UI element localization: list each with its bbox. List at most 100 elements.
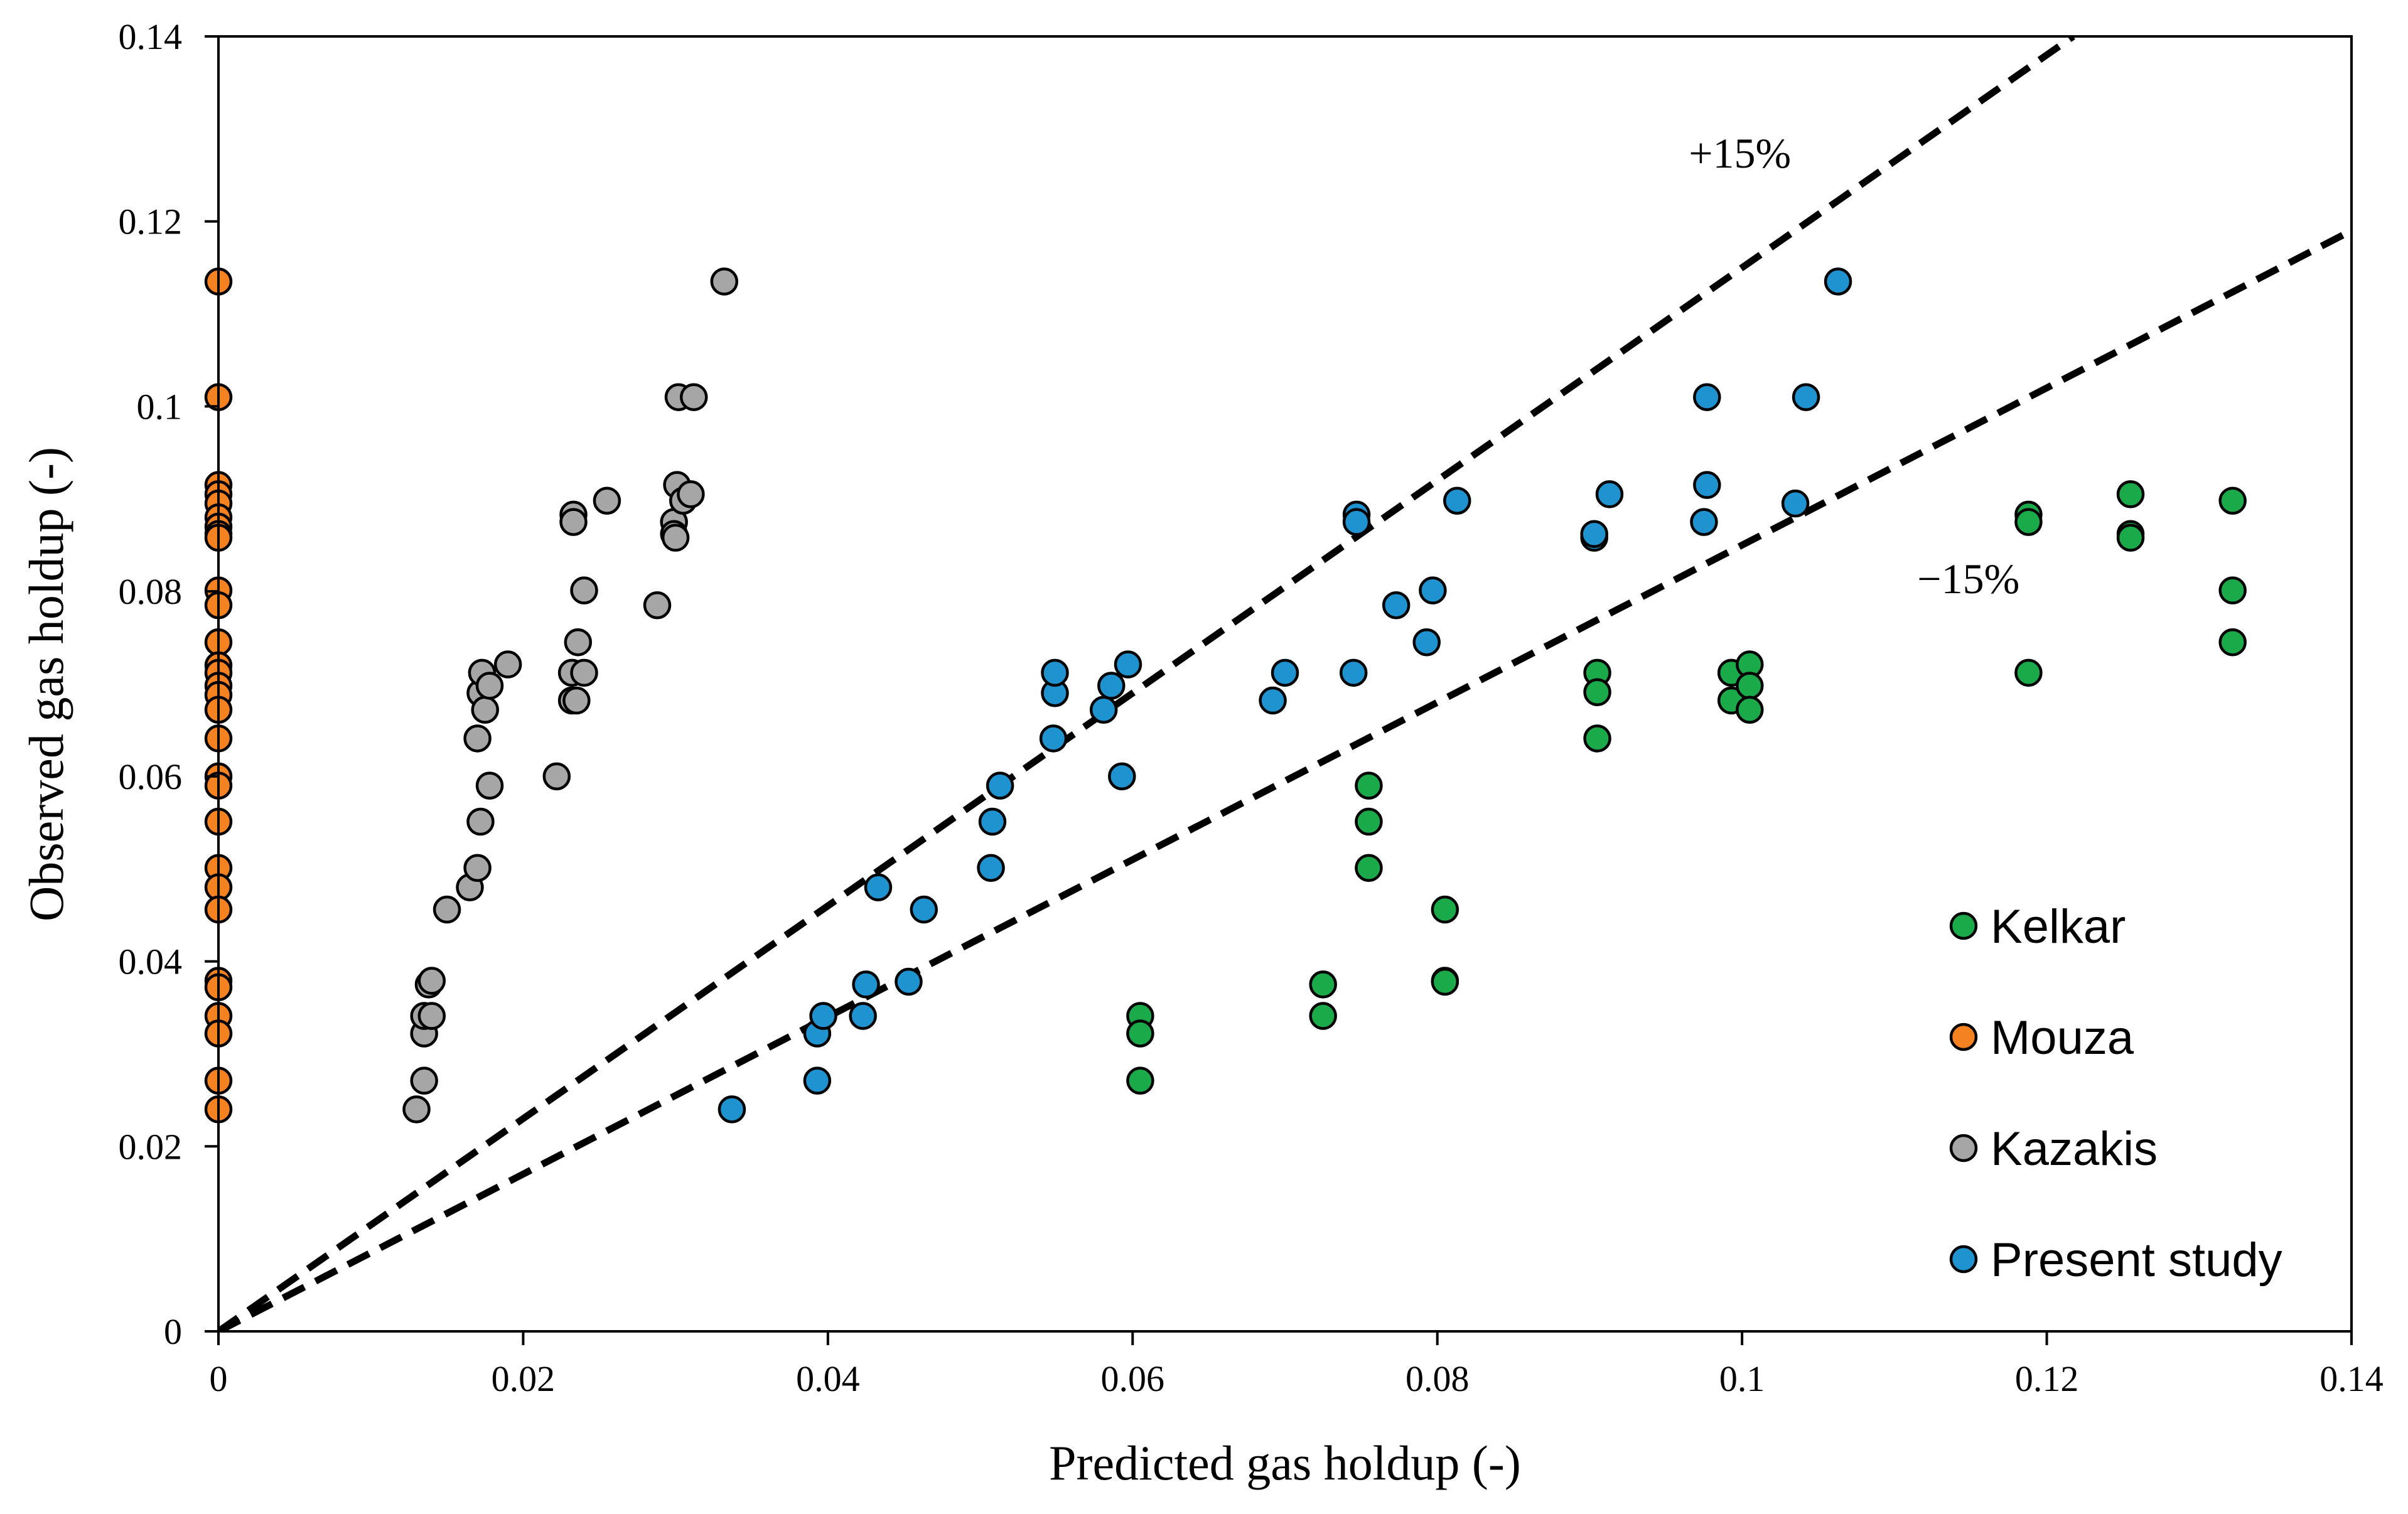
- plot-area-frame: [217, 35, 2353, 1333]
- legend-marker-kelkar: [1949, 911, 1978, 940]
- y-tick-label: 0.06: [119, 756, 183, 797]
- present-study-point: [1443, 486, 1471, 515]
- present-study-point: [1419, 576, 1447, 604]
- present-study-point: [910, 895, 938, 924]
- legend-label-kazakis: Kazakis: [1991, 1122, 2158, 1176]
- y-tick-label: 0.02: [119, 1126, 183, 1167]
- present-study-point: [1339, 658, 1368, 687]
- y-tick-label: 0.08: [119, 571, 183, 612]
- present-study-point: [1089, 695, 1118, 724]
- kazakis-point: [463, 724, 492, 753]
- kazakis-point: [463, 854, 492, 882]
- x-tick-label: 0.1: [1719, 1358, 1765, 1399]
- present-study-point: [1114, 650, 1142, 679]
- present-study-point: [978, 807, 1007, 836]
- legend-label-kelkar: Kelkar: [1991, 900, 2126, 953]
- present-study-point: [1690, 508, 1718, 536]
- present-study-point: [986, 771, 1014, 800]
- kelkar-point: [1126, 1066, 1154, 1095]
- x-tick-label: 0.02: [492, 1358, 556, 1399]
- kazakis-point: [680, 383, 708, 411]
- kelkar-point: [1309, 1002, 1337, 1030]
- y-tick-label: 0: [164, 1311, 182, 1352]
- kelkar-point: [1583, 724, 1611, 753]
- present-study-point: [977, 854, 1005, 882]
- legend-label-present-study: Present study: [1991, 1233, 2282, 1287]
- present-study-point: [1382, 591, 1411, 620]
- present-study-point: [1824, 267, 1852, 296]
- kazakis-point: [402, 1095, 431, 1124]
- x-tick-label: 0.14: [2319, 1358, 2384, 1399]
- x-axis-title: Predicted gas holdup (-): [1049, 1436, 1521, 1490]
- line-annotations: +15% −15%: [1689, 129, 2019, 603]
- x-tick-label: 0: [210, 1358, 228, 1399]
- y-tick-label: 0.1: [137, 386, 183, 427]
- present-study-point: [1781, 489, 1810, 518]
- x-tick-label: 0.08: [1406, 1358, 1470, 1399]
- present-study-point: [803, 1066, 832, 1095]
- present-study-point: [1693, 383, 1721, 411]
- kazakis-point: [643, 591, 672, 620]
- present-study-point: [849, 1002, 877, 1030]
- kelkar-point: [1736, 695, 1764, 724]
- present-study-point: [1595, 480, 1624, 508]
- present-study-point: [1693, 471, 1721, 499]
- legend-marker-present-study: [1949, 1245, 1978, 1274]
- kelkar-point: [2218, 628, 2247, 657]
- reference-lines: [218, 36, 2352, 1331]
- kelkar-point: [1431, 895, 1459, 924]
- present-study-point: [1580, 520, 1608, 549]
- kelkar-point: [2218, 576, 2247, 604]
- kelkar-point: [1355, 854, 1383, 882]
- y-axis-title: Observed gas holdup (-): [19, 447, 73, 921]
- kazakis-point: [410, 1066, 438, 1095]
- kazakis-point: [475, 771, 504, 800]
- present-study-point: [895, 967, 923, 996]
- x-tick-label: 0.04: [796, 1358, 860, 1399]
- kazakis-point: [661, 523, 690, 552]
- present-study-point: [1259, 686, 1287, 715]
- kelkar-point: [1431, 967, 1459, 996]
- kelkar-point: [2218, 486, 2247, 515]
- present-study-point: [809, 1002, 837, 1030]
- kelkar-point: [1126, 1019, 1154, 1048]
- x-tick-label: 0.12: [2015, 1358, 2079, 1399]
- present-study-point: [1108, 762, 1136, 791]
- kazakis-point: [433, 895, 461, 924]
- y-tick-label: 0.14: [119, 16, 183, 57]
- kazakis-point: [542, 762, 571, 791]
- legend-label-mouza: Mouza: [1991, 1011, 2134, 1065]
- kazakis-point: [417, 1002, 446, 1030]
- present-study-point: [1041, 658, 1069, 687]
- y-axis-ticks: 0 0.02 0.04 0.06 0.08 0.1 0.12 0.14: [119, 16, 218, 1352]
- kelkar-point: [2014, 508, 2043, 536]
- kazakis-point: [677, 480, 705, 508]
- present-study-point: [864, 873, 893, 901]
- data-points: [204, 267, 2247, 1124]
- kazakis-point: [475, 672, 504, 700]
- kelkar-point: [1736, 672, 1764, 700]
- present-study-point: [1097, 672, 1126, 700]
- kazakis-point: [710, 267, 739, 296]
- kelkar-point: [1583, 678, 1611, 707]
- plus-15-percent-label: +15%: [1689, 129, 1791, 177]
- present-study-point: [1412, 628, 1441, 657]
- legend: Kelkar Mouza Kazakis Present study: [1949, 900, 2282, 1287]
- kazakis-point: [570, 658, 598, 687]
- kazakis-point: [593, 486, 621, 515]
- kelkar-point: [2116, 523, 2145, 552]
- kelkar-point: [2116, 480, 2145, 508]
- x-axis-ticks: 0 0.02 0.04 0.06 0.08 0.1 0.12 0.14: [210, 1331, 2384, 1399]
- kelkar-point: [1309, 970, 1337, 999]
- kelkar-point: [1355, 771, 1383, 800]
- kazakis-point: [564, 628, 593, 657]
- minus-15-percent-label: −15%: [1917, 555, 2019, 603]
- present-study-point: [1342, 508, 1371, 536]
- kelkar-point: [2014, 658, 2043, 687]
- present-study-point: [1792, 383, 1820, 411]
- kazakis-point: [559, 508, 588, 536]
- present-study-point: [1271, 658, 1299, 687]
- plus-15-percent-line: [218, 36, 2075, 1331]
